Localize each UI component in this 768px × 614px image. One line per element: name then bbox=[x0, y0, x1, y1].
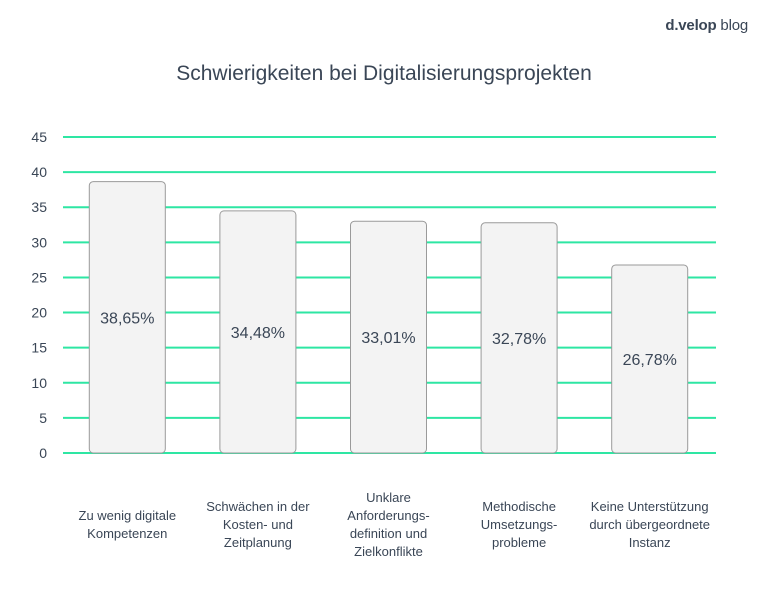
y-tick-label: 40 bbox=[31, 164, 47, 180]
x-tick-label-line: Umsetzungs- bbox=[480, 517, 558, 532]
x-tick-label-line: probleme bbox=[491, 535, 547, 550]
bar bbox=[480, 222, 558, 454]
brand-logo: d.velop blog bbox=[665, 17, 748, 34]
x-tick-label-line: definition und bbox=[349, 526, 428, 541]
chart-title: Schwierigkeiten bei Digitalisierungsproj… bbox=[176, 62, 592, 85]
x-tick-label-line: Instanz bbox=[628, 535, 671, 550]
y-tick-label: 30 bbox=[31, 234, 47, 250]
y-tick-label: 45 bbox=[31, 129, 47, 145]
data-label: 33,01% bbox=[361, 330, 415, 347]
x-tick-label-line: Kosten- und bbox=[222, 517, 293, 532]
data-label: 38,65% bbox=[100, 310, 154, 327]
x-tick-label-line: Kompetenzen bbox=[87, 526, 168, 541]
x-tick-label: Keine Unterstützung durch übergeordnete In… bbox=[580, 498, 720, 552]
data-label: 26,78% bbox=[623, 352, 677, 369]
y-tick-label: 0 bbox=[39, 445, 47, 461]
bar bbox=[88, 181, 166, 454]
y-tick-label: 25 bbox=[31, 269, 47, 285]
bar bbox=[219, 210, 297, 454]
x-tick-label-line: Methodische bbox=[482, 499, 556, 514]
x-tick-label: Schwächen in der Kosten- und Zeitplanung bbox=[188, 498, 328, 552]
y-tick-label: 15 bbox=[31, 340, 47, 356]
x-tick-label: Methodische Umsetzungs-probleme bbox=[449, 498, 589, 552]
x-tick-label-line: Zielkonflikte bbox=[354, 544, 423, 559]
data-label: 34,48% bbox=[231, 325, 285, 342]
bar bbox=[350, 220, 427, 454]
x-tick-label-line: Schwächen in der bbox=[206, 499, 310, 514]
brand-name-bold: d.velop bbox=[665, 17, 717, 34]
x-tick-label-line: Keine Unterstützung bbox=[590, 499, 709, 514]
x-tick-label: Unklare Anforderungs-definition und Zielko… bbox=[319, 489, 459, 561]
y-tick-label: 20 bbox=[31, 305, 47, 321]
x-tick-label-line: Anforderungs- bbox=[347, 508, 430, 523]
brand-name-light: blog bbox=[716, 17, 748, 34]
x-tick-label-line: Unklare bbox=[366, 490, 411, 505]
y-tick-label: 5 bbox=[39, 410, 47, 426]
x-tick-label-line: durch übergeordnete bbox=[589, 517, 711, 532]
y-tick-label: 35 bbox=[31, 199, 47, 215]
x-tick-label-line: Zeitplanung bbox=[223, 535, 292, 550]
y-tick-label: 10 bbox=[31, 375, 47, 391]
x-tick-label: Zu wenig digitale Kompetenzen bbox=[57, 507, 197, 543]
bar bbox=[611, 264, 689, 454]
data-label: 32,78% bbox=[492, 331, 546, 348]
x-tick-label-line: Zu wenig digitale bbox=[78, 508, 177, 523]
